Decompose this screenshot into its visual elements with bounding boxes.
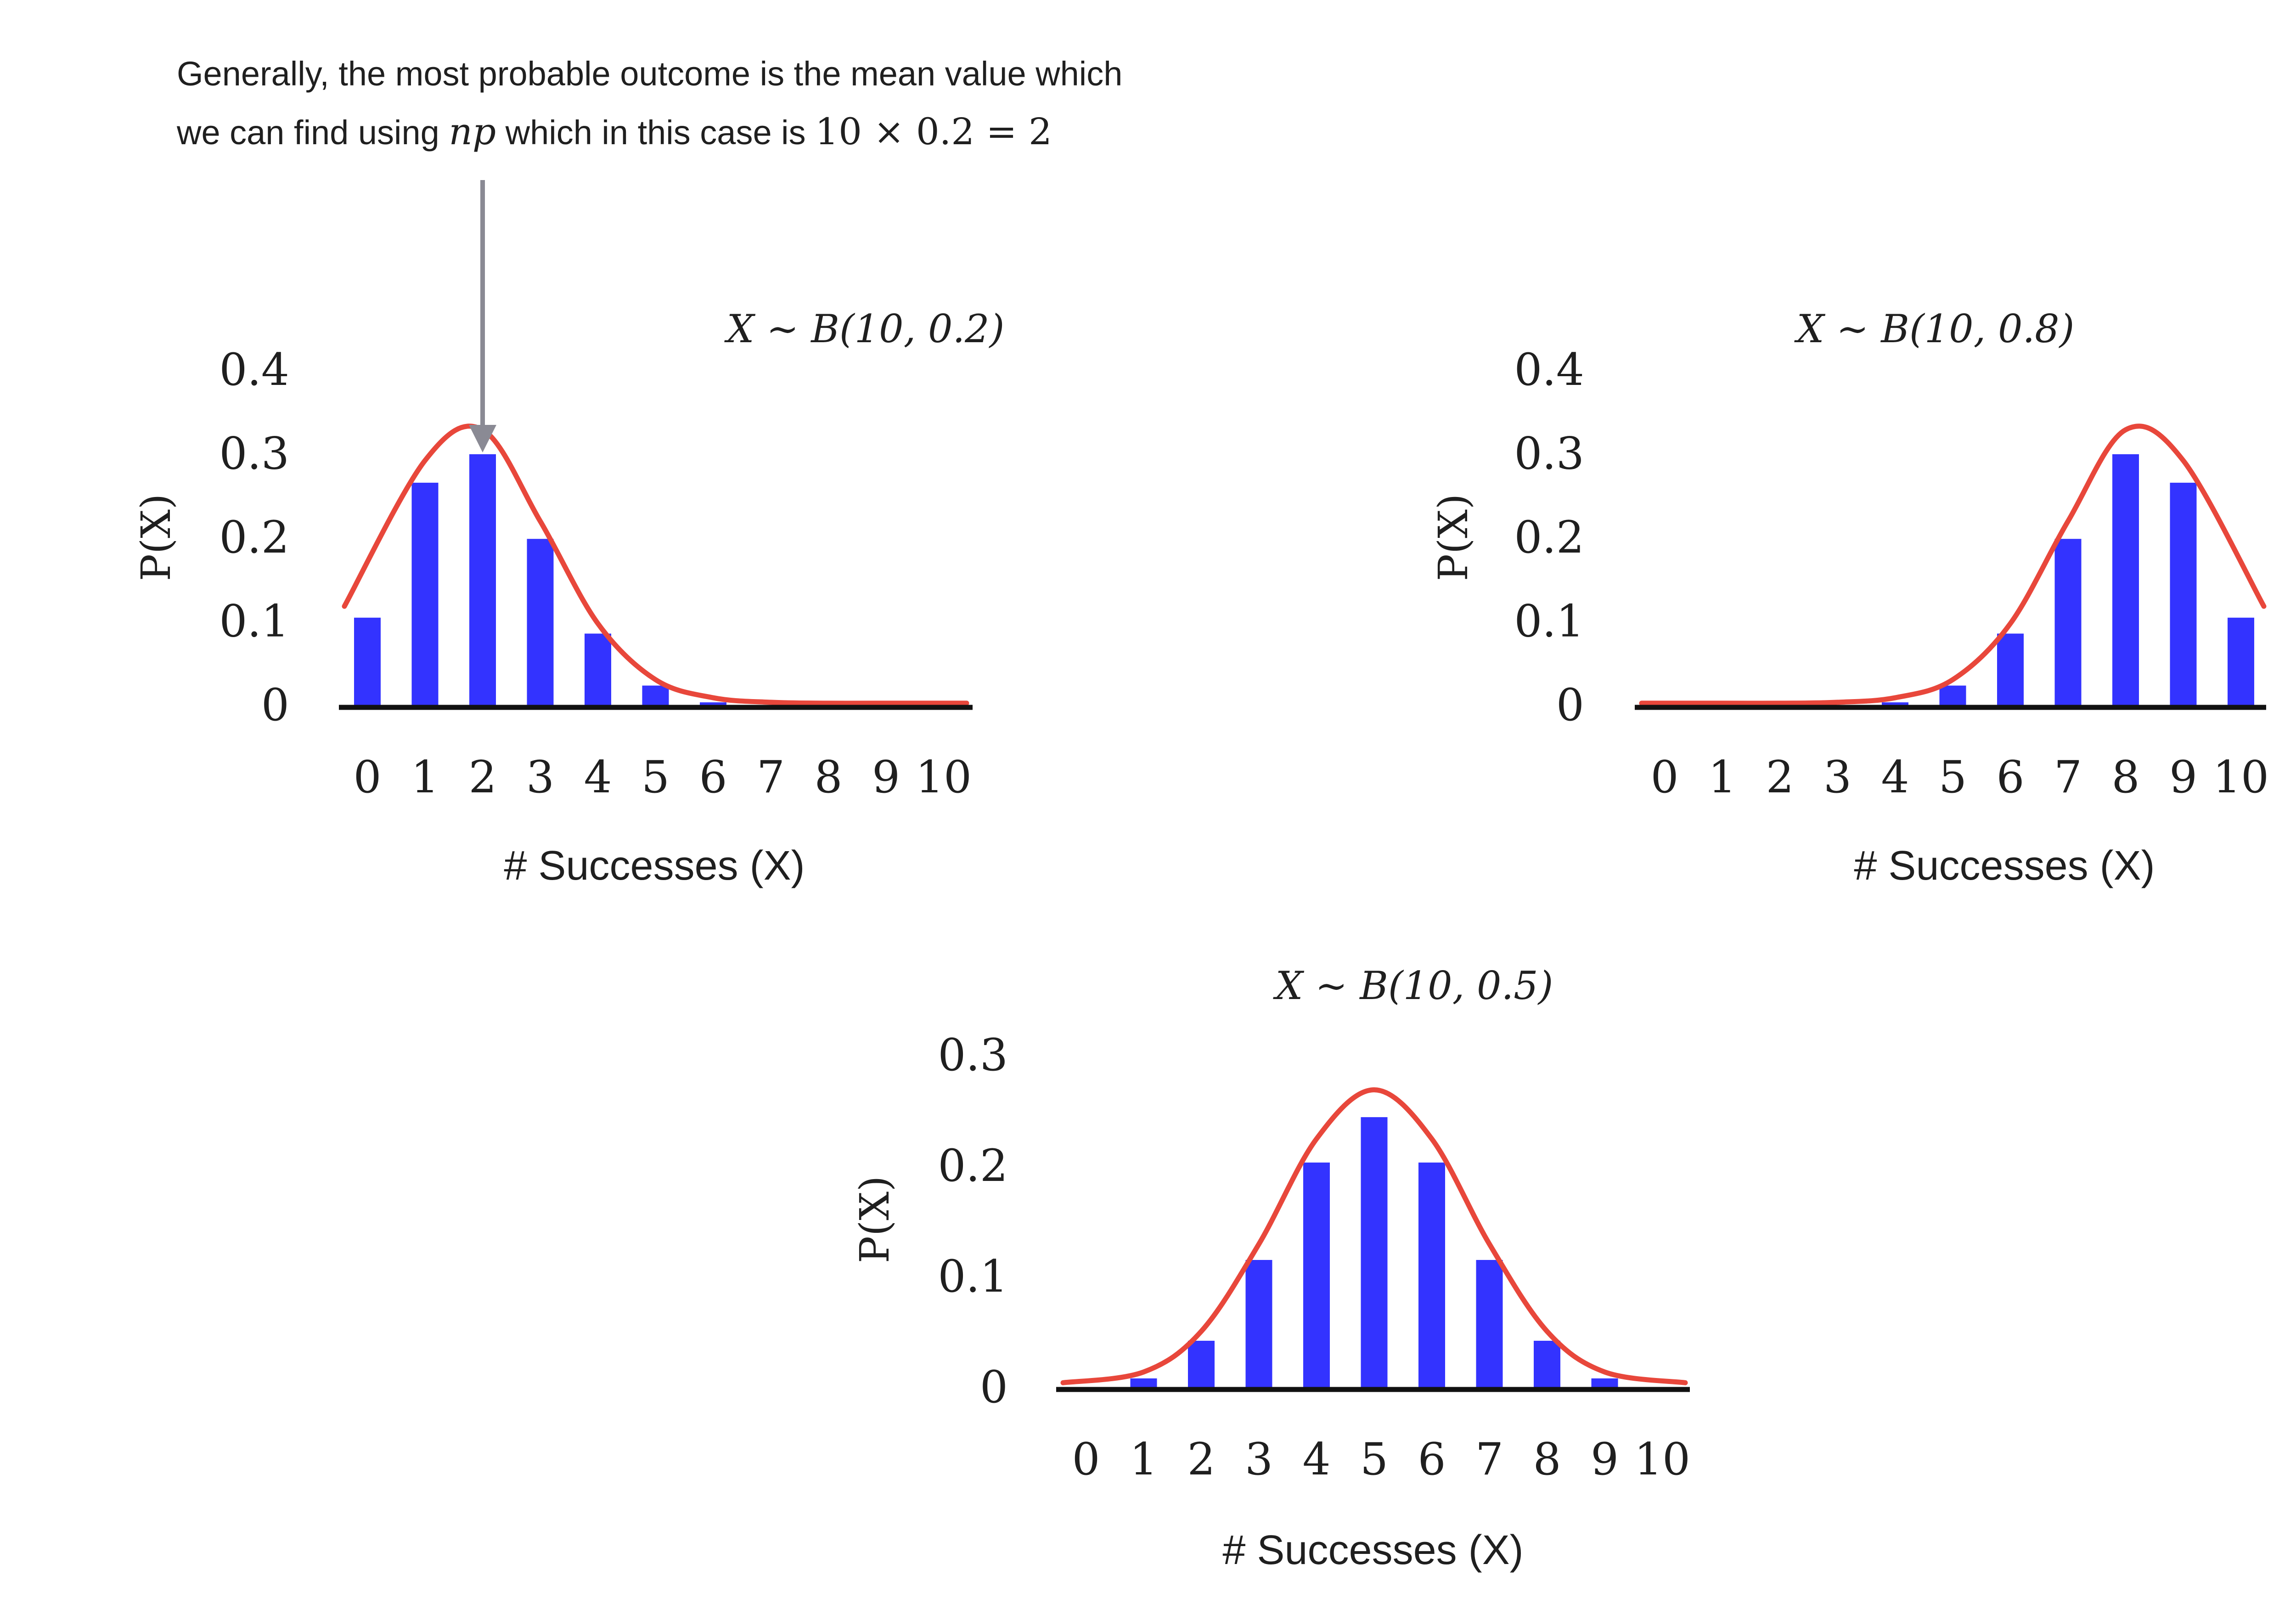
fit-curve (342, 424, 969, 706)
y-tick-label: 0.3 (938, 1029, 1008, 1081)
x-tick-label: 4 (584, 751, 612, 803)
x-tick-label: 10 (916, 751, 972, 803)
chart-title: X ∼ B(10, 0.5) (1273, 963, 1553, 1008)
x-tick-label: 5 (1939, 751, 1967, 803)
bar (1534, 1340, 1560, 1389)
x-tick-label: 0 (1072, 1434, 1100, 1485)
y-tick-label: 0.3 (1514, 428, 1584, 480)
bar (1361, 1117, 1388, 1389)
annotation-math-np: np (449, 110, 496, 153)
x-tick-label: 0 (353, 751, 381, 803)
x-tick-label: 6 (699, 751, 727, 803)
y-tick-label: 0 (980, 1361, 1008, 1413)
annotation-arrow (469, 180, 496, 452)
bar (1245, 1260, 1272, 1389)
y-tick-label: 0 (1556, 679, 1584, 731)
x-tick-label: 6 (1418, 1434, 1446, 1485)
x-tick-label: 4 (1881, 751, 1909, 803)
annotation-math-expression: 10 × 0.2 = 2 (815, 110, 1052, 153)
chart-title: X ∼ B(10, 0.2) (724, 306, 1005, 351)
chart-0: X ∼ B(10, 0.2)00.10.20.30.4P(X)0 1 2 3 4 5 6 7 8… (132, 306, 1004, 889)
bar (1476, 1260, 1503, 1389)
x-tick-label: 10 (2213, 751, 2269, 803)
y-tick-label: 0.4 (219, 344, 289, 395)
arrow-head (469, 425, 496, 452)
x-tick-label: 3 (1245, 1434, 1273, 1485)
annotation-text: Generally, the most probable outcome is … (177, 45, 1371, 162)
x-tick-label: 2 (1187, 1434, 1215, 1485)
fit-curve (1060, 1087, 1688, 1385)
bar (642, 685, 669, 707)
x-tick-label: 6 (1996, 751, 2024, 803)
annotation-line-1: Generally, the most probable outcome is … (177, 55, 1123, 93)
chart-1: X ∼ B(10, 0.8)00.10.20.30.4P(X)0 1 2 3 4 5 6 7 8… (1429, 306, 2269, 889)
chart-title: X ∼ B(10, 0.8) (1794, 306, 2075, 351)
x-tick-label: 5 (1360, 1434, 1388, 1485)
x-tick-label: 7 (2054, 751, 2082, 803)
y-tick-label: 0.2 (1514, 512, 1584, 563)
x-tick-label: 0 (1650, 751, 1678, 803)
x-tick-label: 1 (1130, 1434, 1158, 1485)
y-tick-label: 0.1 (219, 596, 289, 647)
x-axis-label: # Successes (X) (1854, 843, 2155, 889)
bar (411, 482, 439, 707)
x-tick-label: 3 (526, 751, 554, 803)
x-tick-label: 7 (1475, 1434, 1503, 1485)
y-tick-label: 0.2 (938, 1140, 1008, 1191)
x-tick-label: 2 (468, 751, 496, 803)
bar (1939, 685, 1966, 707)
x-tick-label: 9 (1591, 1434, 1619, 1485)
x-tick-label: 7 (757, 751, 785, 803)
y-tick-label: 0 (261, 679, 289, 731)
y-tick-label: 0.1 (938, 1251, 1008, 1302)
bar (2228, 617, 2254, 707)
bar (1188, 1340, 1215, 1389)
annotation-line-2-middle: which in this case is (496, 113, 816, 152)
x-tick-label: 5 (642, 751, 670, 803)
x-tick-label: 9 (872, 751, 900, 803)
bar (1997, 633, 2024, 707)
bar (1418, 1162, 1445, 1389)
x-tick-label: 10 (1634, 1434, 1690, 1485)
chart-2: X ∼ B(10, 0.5)00.10.20.3P(X)0 1 2 3 4 5 6 7 8 9 10… (851, 963, 1690, 1573)
bar (585, 633, 611, 707)
y-axis-label: P(X) (851, 1176, 898, 1264)
y-tick-label: 0.1 (1514, 596, 1584, 647)
bar (2170, 482, 2197, 707)
x-tick-label: 1 (1708, 751, 1736, 803)
x-tick-label: 8 (1533, 1434, 1561, 1485)
x-tick-label: 9 (2169, 751, 2197, 803)
bar (469, 454, 496, 707)
bar (354, 617, 381, 707)
bar (2112, 454, 2139, 707)
x-tick-label: 1 (411, 751, 439, 803)
x-tick-label: 4 (1302, 1434, 1330, 1485)
bar (1303, 1162, 1330, 1389)
y-tick-label: 0.4 (1514, 344, 1584, 395)
y-axis-label: P(X) (1429, 494, 1477, 582)
bar (2054, 539, 2082, 707)
x-tick-label: 8 (2111, 751, 2139, 803)
x-axis-label: # Successes (X) (504, 843, 805, 889)
y-tick-label: 0.2 (219, 512, 289, 563)
annotation-line-2: we can find using np which in this case … (177, 103, 1371, 162)
x-tick-label: 3 (1823, 751, 1851, 803)
annotation-line-2-prefix: we can find using (177, 113, 449, 152)
y-axis-label: P(X) (132, 494, 180, 582)
y-tick-label: 0.3 (219, 428, 289, 480)
x-tick-label: 8 (814, 751, 842, 803)
x-axis-label: # Successes (X) (1222, 1527, 1523, 1573)
fit-curve (1639, 424, 2267, 706)
x-tick-label: 2 (1766, 751, 1794, 803)
bar (527, 539, 554, 707)
